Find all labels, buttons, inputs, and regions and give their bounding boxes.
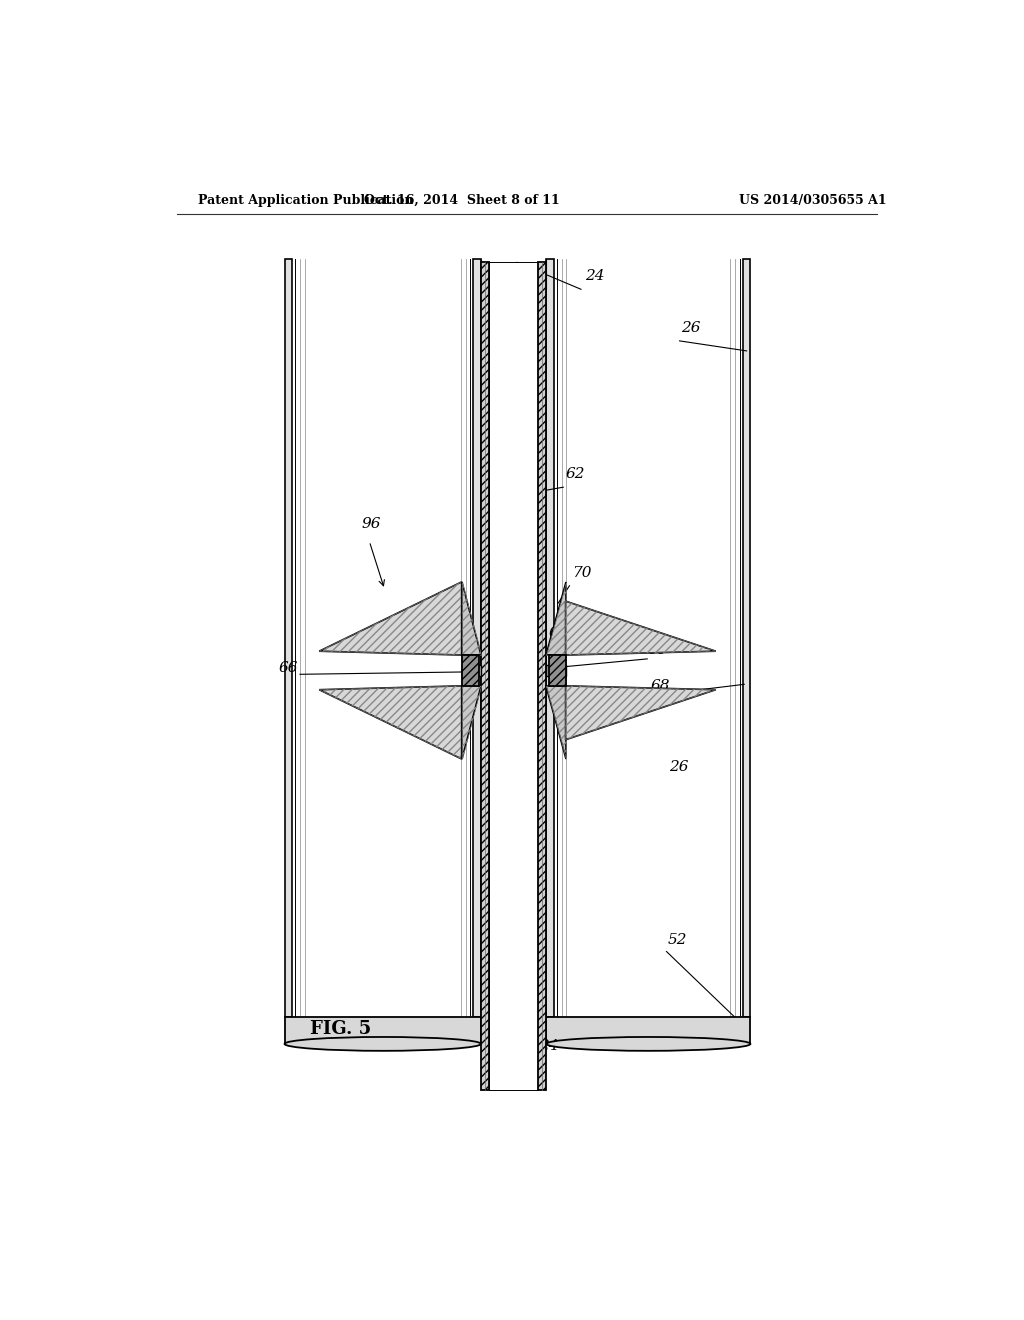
Text: 62: 62 xyxy=(565,467,585,480)
Ellipse shape xyxy=(285,1038,481,1051)
Text: 64: 64 xyxy=(398,619,418,632)
Text: US 2014/0305655 A1: US 2014/0305655 A1 xyxy=(739,194,887,207)
Text: 68: 68 xyxy=(650,678,670,693)
Polygon shape xyxy=(462,582,481,655)
Polygon shape xyxy=(319,582,462,655)
Text: 24: 24 xyxy=(585,269,604,282)
Bar xyxy=(538,263,547,1090)
Bar xyxy=(547,259,554,1016)
Text: FIG. 5: FIG. 5 xyxy=(310,1019,372,1038)
Text: 26: 26 xyxy=(670,759,689,774)
Text: 64: 64 xyxy=(549,627,568,640)
Polygon shape xyxy=(565,686,716,739)
Bar xyxy=(547,1016,751,1044)
Bar xyxy=(462,655,478,686)
Bar xyxy=(285,1016,481,1044)
Text: 70: 70 xyxy=(571,565,591,579)
Polygon shape xyxy=(565,601,716,655)
Text: 52: 52 xyxy=(668,933,687,946)
Bar xyxy=(489,263,538,1090)
Polygon shape xyxy=(319,686,462,759)
Text: Patent Application Publication: Patent Application Publication xyxy=(199,194,414,207)
Bar xyxy=(285,259,292,1016)
Bar xyxy=(481,263,489,1090)
Bar xyxy=(462,665,481,676)
Text: 26: 26 xyxy=(681,321,700,335)
Text: 24: 24 xyxy=(539,1039,558,1053)
Text: 66: 66 xyxy=(648,643,668,656)
Polygon shape xyxy=(462,686,481,759)
Text: Oct. 16, 2014  Sheet 8 of 11: Oct. 16, 2014 Sheet 8 of 11 xyxy=(364,194,559,207)
Bar xyxy=(547,665,565,676)
Bar xyxy=(549,655,565,686)
Text: 66: 66 xyxy=(279,661,298,675)
Polygon shape xyxy=(547,686,565,759)
Polygon shape xyxy=(547,582,565,655)
Text: 96: 96 xyxy=(361,517,381,531)
Bar xyxy=(473,259,481,1016)
Bar xyxy=(742,259,751,1016)
Ellipse shape xyxy=(547,1038,751,1051)
